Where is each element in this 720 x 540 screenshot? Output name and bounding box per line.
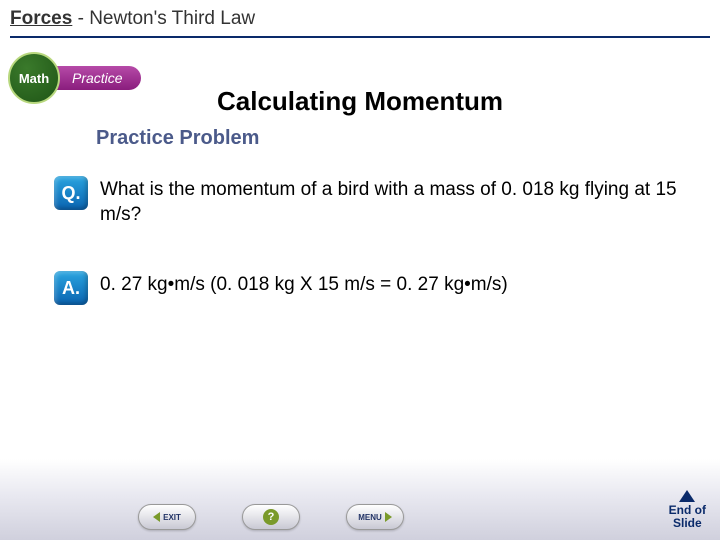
- menu-label: MENU: [358, 513, 382, 522]
- answer-badge-label: A.: [62, 278, 80, 299]
- header-rule: [10, 36, 710, 38]
- question-mark-icon: ?: [263, 509, 279, 525]
- exit-button[interactable]: EXIT: [138, 504, 196, 530]
- practice-pill: Practice: [46, 66, 141, 90]
- help-button[interactable]: ?: [242, 504, 300, 530]
- end-line2: Slide: [669, 517, 706, 530]
- nav-group: EXIT ? MENU: [138, 504, 404, 530]
- question-badge: Q.: [54, 176, 88, 210]
- math-badge: Math: [8, 52, 60, 104]
- answer-text: 0. 27 kg•m/s (0. 018 kg X 15 m/s = 0. 27…: [100, 271, 508, 298]
- answer-row: A. 0. 27 kg•m/s (0. 018 kg X 15 m/s = 0.…: [54, 271, 680, 305]
- question-badge-label: Q.: [61, 183, 80, 204]
- practice-pill-label: Practice: [72, 70, 123, 86]
- slide-header: Forces - Newton's Third Law: [0, 0, 720, 34]
- question-row: Q. What is the momentum of a bird with a…: [54, 176, 680, 227]
- question-text: What is the momentum of a bird with a ma…: [100, 176, 680, 227]
- math-badge-label: Math: [19, 71, 49, 86]
- end-of-slide[interactable]: End of Slide: [669, 490, 706, 530]
- exit-label: EXIT: [163, 513, 181, 522]
- end-line1: End of: [669, 504, 706, 517]
- bottom-bar: EXIT ? MENU End of Slide: [0, 490, 720, 530]
- answer-badge: A.: [54, 271, 88, 305]
- arrow-left-icon: [153, 512, 160, 522]
- chapter-title: Forces: [10, 8, 72, 29]
- page-title: Calculating Momentum: [0, 86, 720, 117]
- section-title: - Newton's Third Law: [78, 8, 256, 29]
- page-subtitle: Practice Problem: [96, 127, 720, 150]
- arrow-right-icon: [385, 512, 392, 522]
- menu-button[interactable]: MENU: [346, 504, 404, 530]
- triangle-up-icon: [679, 490, 695, 502]
